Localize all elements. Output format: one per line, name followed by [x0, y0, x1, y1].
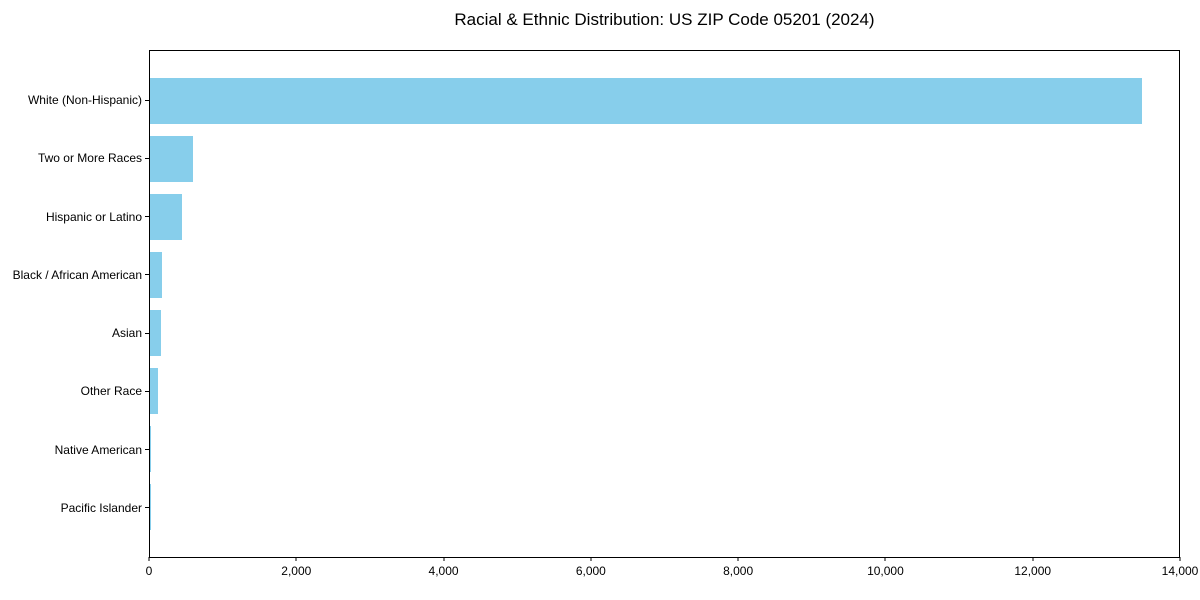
y-axis-label-row: Black / African American — [0, 246, 149, 304]
x-tick-label: 4,000 — [428, 564, 459, 578]
y-axis-label-white-non-hispanic: White (Non-Hispanic) — [27, 93, 142, 108]
y-axis-label-native-american: Native American — [54, 442, 142, 457]
bar-row — [150, 362, 1179, 420]
y-axis-label-row: Native American — [0, 421, 149, 479]
y-axis-label-pacific-islander: Pacific Islander — [60, 500, 142, 515]
x-tick-label: 6,000 — [575, 564, 606, 578]
x-tick-label: 8,000 — [723, 564, 754, 578]
bar-other-race — [150, 367, 159, 415]
y-tick-mark — [145, 99, 149, 101]
x-tick-mark — [737, 557, 739, 561]
y-tick-mark — [145, 507, 149, 509]
x-tick-mark — [443, 557, 445, 561]
y-axis-label-two-or-more-races: Two or More Races — [37, 151, 142, 166]
y-tick-mark — [145, 157, 149, 159]
bar-white-non-hispanic — [150, 77, 1143, 125]
y-axis-label-row: White (Non-Hispanic) — [0, 71, 149, 129]
y-axis-label-row: Hispanic or Latino — [0, 188, 149, 246]
bar-row — [150, 246, 1179, 304]
bar-row — [150, 72, 1179, 130]
bar-two-or-more-races — [150, 135, 193, 183]
bars-container — [150, 51, 1179, 557]
bar-black-african-american — [150, 251, 163, 299]
bar-native-american — [150, 425, 152, 473]
y-axis-label-row: Pacific Islander — [0, 479, 149, 537]
bar-row — [150, 478, 1179, 536]
y-tick-mark — [145, 390, 149, 392]
x-tick-mark — [148, 557, 150, 561]
y-tick-mark — [145, 274, 149, 276]
bar-asian — [150, 309, 162, 357]
x-axis: 0 2,000 4,000 6,000 8,000 10,000 12,000 … — [145, 557, 1198, 587]
x-tick-mark — [590, 557, 592, 561]
bar-row — [150, 420, 1179, 478]
chart-title: Racial & Ethnic Distribution: US ZIP Cod… — [454, 10, 875, 29]
y-axis-label-hispanic-or-latino: Hispanic or Latino — [45, 209, 142, 224]
y-axis-label-asian: Asian — [111, 326, 142, 341]
x-tick-mark — [1179, 557, 1181, 561]
y-axis-label-black-african-american: Black / African American — [12, 267, 142, 282]
x-tick-mark — [884, 557, 886, 561]
y-tick-mark — [145, 449, 149, 451]
plot-area — [149, 50, 1180, 558]
x-tick-label: 14,000 — [1161, 564, 1199, 578]
y-axis-label-row: Asian — [0, 304, 149, 362]
bar-hispanic-or-latino — [150, 193, 183, 241]
y-axis-labels: White (Non-Hispanic) Two or More Races H… — [0, 50, 149, 558]
y-axis-label-row: Other Race — [0, 362, 149, 420]
y-axis-label-other-race: Other Race — [80, 384, 142, 399]
x-tick-label: 10,000 — [867, 564, 904, 578]
x-tick-mark — [295, 557, 297, 561]
bar-row — [150, 188, 1179, 246]
x-tick-label: 2,000 — [281, 564, 312, 578]
x-tick-label: 12,000 — [1014, 564, 1052, 578]
x-tick-label: 0 — [145, 564, 153, 578]
bar-row — [150, 130, 1179, 188]
y-tick-mark — [145, 216, 149, 218]
y-axis-label-row: Two or More Races — [0, 129, 149, 187]
x-tick-mark — [1032, 557, 1034, 561]
bar-row — [150, 304, 1179, 362]
y-tick-mark — [145, 332, 149, 334]
